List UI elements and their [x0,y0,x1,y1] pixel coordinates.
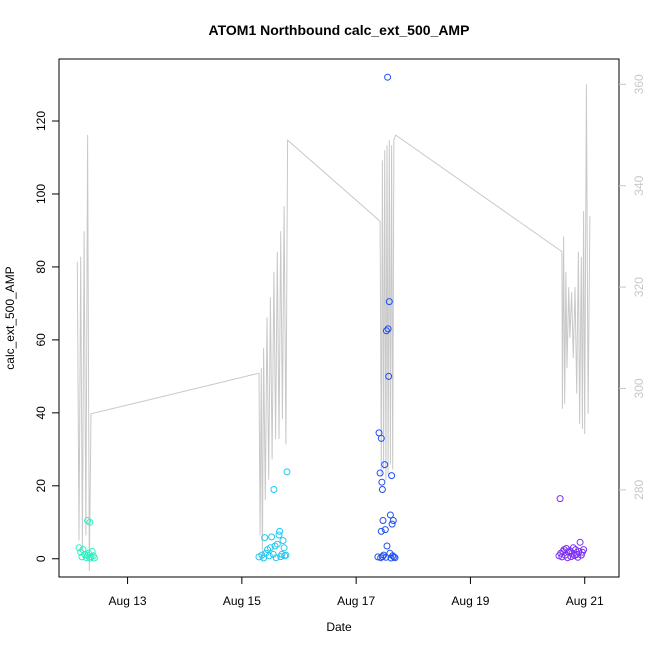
scatter-point [378,486,386,493]
scatter-point [389,517,397,524]
scatter-point [388,520,396,528]
scatter-point [86,518,94,526]
scatter-point [572,546,580,554]
scatter-point [266,544,274,552]
x-axis: Aug 13 Aug 15 Aug 17 Aug 19 Aug 21 [109,577,604,608]
y-tick-label: 80 [34,260,48,274]
y-tick-label: 0 [34,555,48,562]
x-tick-label: Aug 19 [451,594,489,608]
scatter-point [379,517,387,524]
scatter-point [377,434,385,442]
y2-tick-label: 320 [632,277,646,297]
scatter-point [382,553,390,561]
x-axis-label: Date [326,620,352,634]
scatter-point [261,534,269,542]
scatter-point [385,298,393,306]
y-axis-right: 280 300 320 340 360 [619,74,646,500]
scatter-point [79,546,87,554]
scatter-point [562,545,570,552]
scatter-point [275,531,283,539]
scatter-point [556,495,564,503]
y-tick-label: 60 [34,333,48,347]
y2-tick-label: 360 [632,74,646,94]
line-layer [76,84,591,571]
scatter-point [575,548,583,555]
scatter-point [390,553,398,561]
scatter-point [377,527,385,535]
scatter-point [84,517,92,524]
scatter-point [276,527,284,535]
scatter-point [569,544,577,552]
scatter-point [272,554,280,562]
y-tick-label: 20 [34,479,48,493]
scatter-point [270,486,278,493]
x-tick-label: Aug 17 [337,594,375,608]
y-tick-label: 120 [34,111,48,131]
scatter-point [389,552,397,560]
scatter-point [280,544,288,552]
scatter-point [391,554,399,562]
scatter-point [283,468,291,476]
scatter-point [378,553,386,561]
scatter-point [376,469,384,477]
plot-frame [58,58,620,578]
y-axis-left: 0 20 40 60 80 100 120 [34,111,59,562]
scatter-point [271,542,279,550]
y2-tick-label: 280 [632,479,646,499]
scatter-point [388,472,396,480]
y-axis-label: calc_ext_500_AMP [3,266,17,369]
scatter-point [281,552,289,560]
y-tick-label: 100 [34,184,48,204]
series-line [76,84,591,571]
point-layer [75,73,588,562]
scatter-point [384,325,392,333]
scatter-point [88,548,96,555]
scatter-point [90,554,98,562]
scatter-point [382,327,390,335]
scatter-point [381,461,389,469]
scatter-point [282,551,290,559]
x-tick-label: Aug 21 [566,594,604,608]
scatter-point [273,540,281,548]
scatter-point [576,538,584,546]
scatter-point [381,526,389,534]
scatter-point [380,551,388,559]
chart-title: ATOM1 Northbound calc_ext_500_AMP [209,22,470,38]
scatter-point [383,542,391,550]
scatter-point [378,478,386,486]
scatter-point [384,73,392,81]
y2-tick-label: 340 [632,175,646,195]
scatter-point [268,533,276,541]
y-tick-label: 40 [34,406,48,420]
y2-tick-label: 300 [632,378,646,398]
x-tick-label: Aug 13 [109,594,147,608]
scatter-point [265,552,273,560]
scatter-point [386,511,394,519]
scatter-point [385,372,393,380]
scatter-point [580,546,588,554]
scatter-point [75,544,83,552]
scatter-point [279,537,287,544]
x-tick-label: Aug 15 [223,594,261,608]
